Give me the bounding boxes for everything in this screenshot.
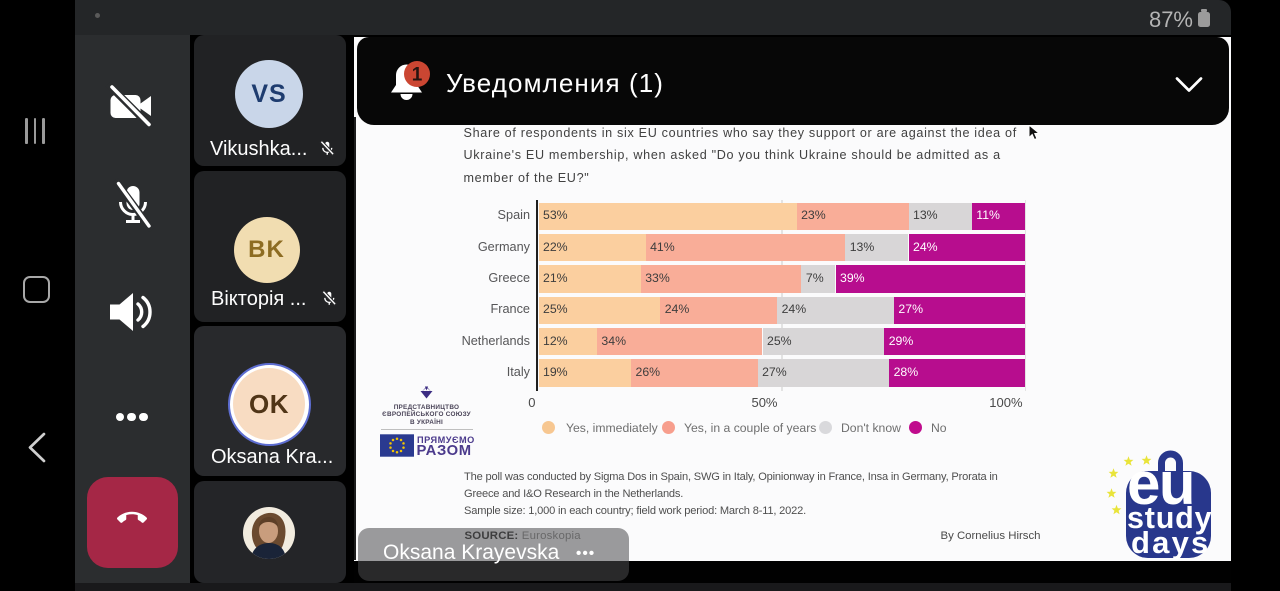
svg-text:1: 1 — [412, 65, 423, 86]
